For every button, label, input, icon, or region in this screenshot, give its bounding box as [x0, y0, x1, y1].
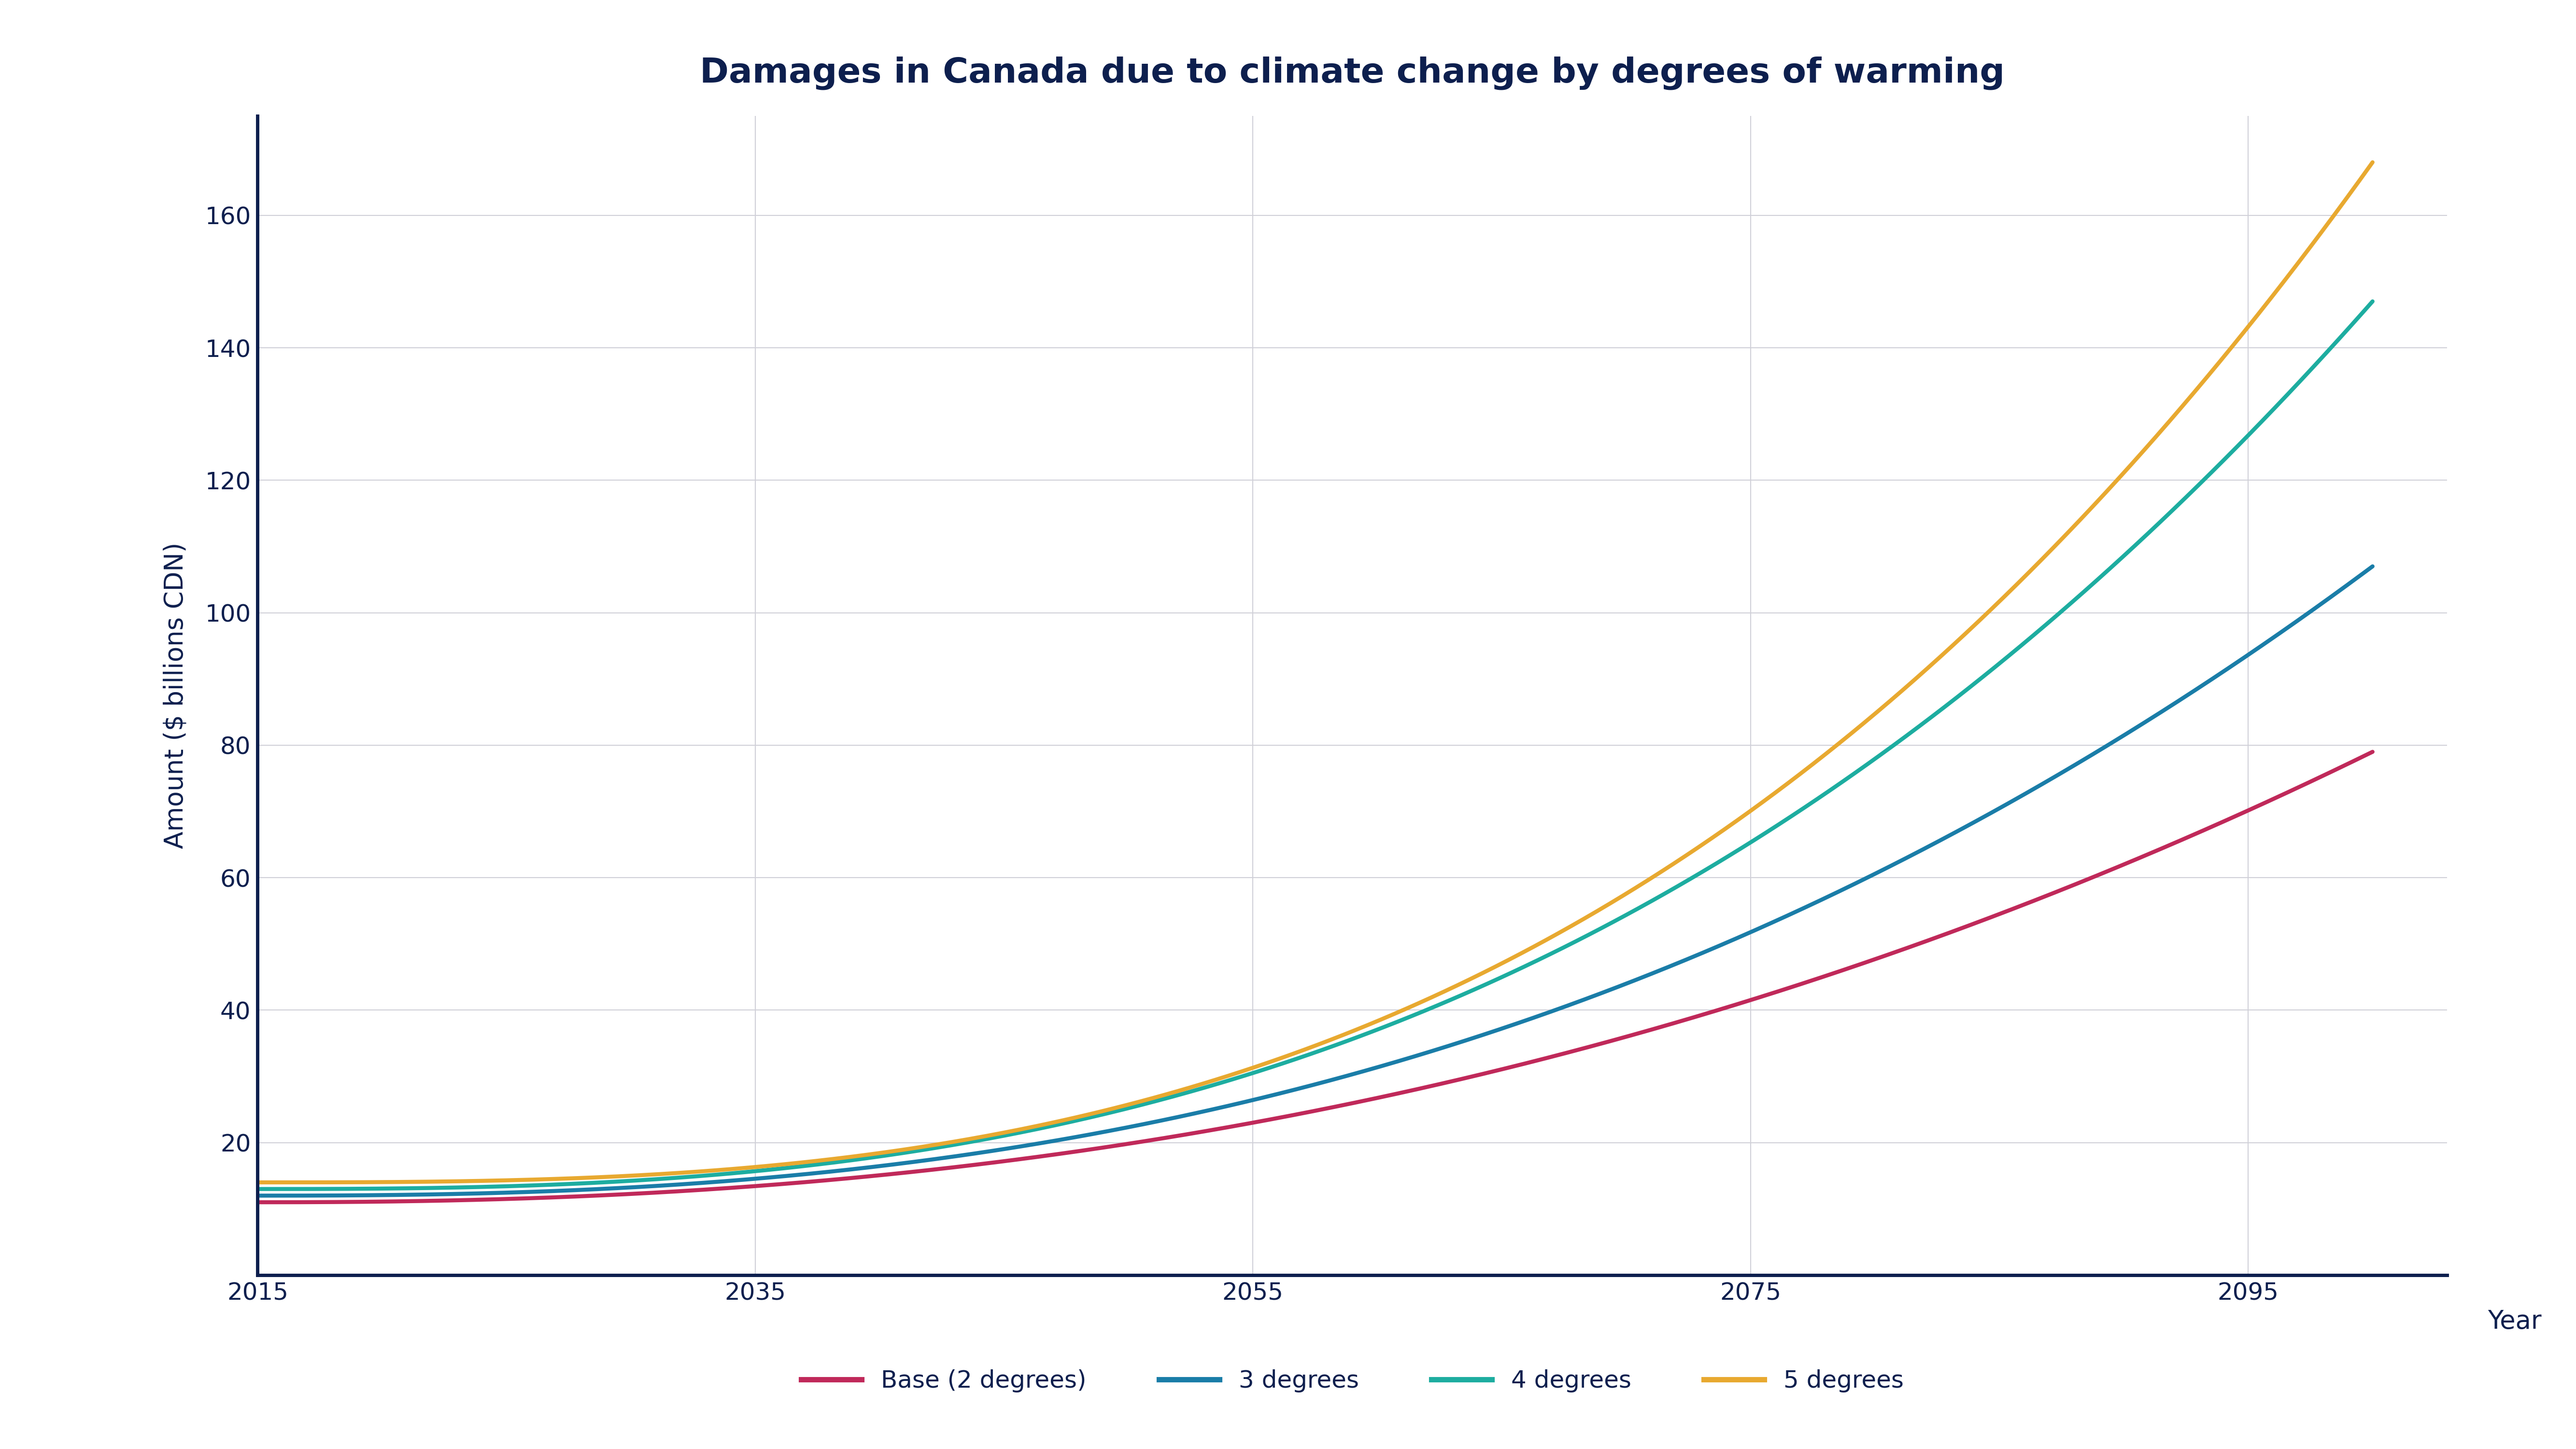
4 degrees [2306, 349, 2336, 367]
5 degrees [2357, 154, 2388, 171]
Base (2 degrees) [2306, 768, 2336, 785]
4 degrees [1247, 1062, 1278, 1080]
Y-axis label: Amount ($ billions CDN): Amount ($ billions CDN) [162, 542, 188, 849]
3 degrees [1502, 1014, 1533, 1032]
3 degrees [1976, 804, 2007, 822]
5 degrees [1247, 1056, 1278, 1074]
Line: Base (2 degrees): Base (2 degrees) [258, 752, 2372, 1203]
Title: Damages in Canada due to climate change by degrees of warming: Damages in Canada due to climate change … [701, 57, 2004, 90]
Base (2 degrees) [242, 1194, 273, 1211]
5 degrees [1386, 1001, 1417, 1019]
5 degrees [1976, 601, 2007, 619]
Legend: Base (2 degrees), 3 degrees, 4 degrees, 5 degrees: Base (2 degrees), 3 degrees, 4 degrees, … [791, 1359, 1914, 1403]
5 degrees [2306, 223, 2336, 241]
3 degrees [242, 1187, 273, 1204]
Text: Year: Year [2488, 1308, 2543, 1333]
3 degrees [1386, 1052, 1417, 1069]
4 degrees [2357, 293, 2388, 310]
4 degrees [1386, 1011, 1417, 1029]
4 degrees [242, 1181, 273, 1198]
5 degrees [1502, 948, 1533, 965]
Base (2 degrees) [1386, 1084, 1417, 1101]
3 degrees [1260, 1085, 1291, 1103]
3 degrees [1247, 1090, 1278, 1107]
3 degrees [2306, 594, 2336, 611]
Line: 3 degrees: 3 degrees [258, 567, 2372, 1195]
Base (2 degrees) [1976, 909, 2007, 926]
5 degrees [1260, 1052, 1291, 1069]
4 degrees [1260, 1058, 1291, 1075]
Base (2 degrees) [1247, 1113, 1278, 1130]
4 degrees [1502, 962, 1533, 980]
4 degrees [1976, 662, 2007, 680]
Line: 5 degrees: 5 degrees [258, 162, 2372, 1182]
Base (2 degrees) [1260, 1110, 1291, 1127]
Line: 4 degrees: 4 degrees [258, 301, 2372, 1190]
Base (2 degrees) [1502, 1056, 1533, 1074]
Base (2 degrees) [2357, 743, 2388, 761]
3 degrees [2357, 558, 2388, 575]
5 degrees [242, 1174, 273, 1191]
